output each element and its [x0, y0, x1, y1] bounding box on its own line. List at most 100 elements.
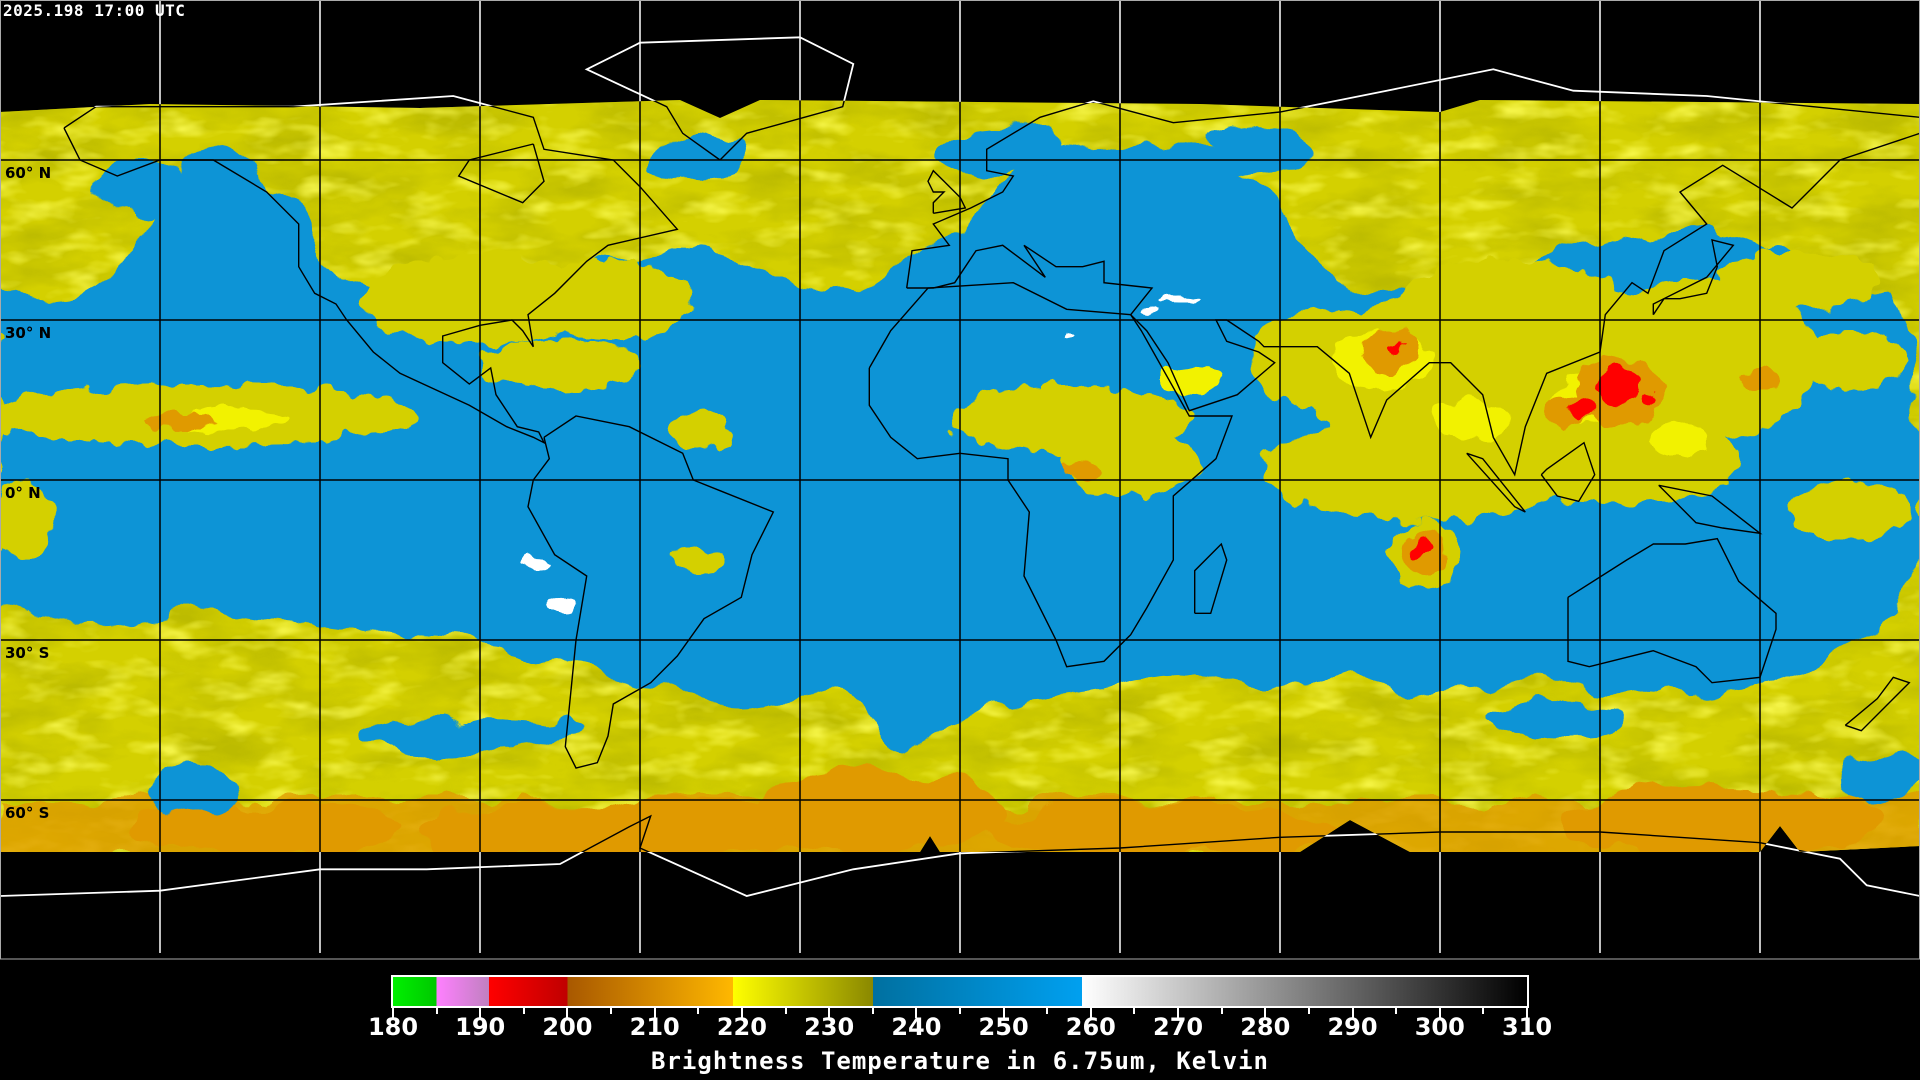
colorbar-tick	[479, 1008, 482, 1018]
colorbar-tick	[1002, 1008, 1005, 1018]
colorbar-tick	[1526, 1008, 1528, 1018]
cloud-cluster	[670, 545, 730, 575]
deep-convection	[1389, 340, 1401, 350]
coastline-south-america	[527, 415, 775, 770]
colorbar-tick	[828, 1008, 831, 1018]
dry-air-patch	[1490, 700, 1630, 740]
cold-cloud-patch	[760, 770, 1000, 850]
coastline-borneo	[1540, 441, 1596, 503]
dry-air-patch	[145, 760, 235, 820]
coastline-australia	[1567, 537, 1777, 684]
cloud-cluster	[1720, 250, 1880, 310]
coastline-africa	[868, 281, 1234, 668]
water-vapor-map	[0, 0, 1920, 960]
cloud-cluster	[1260, 420, 1580, 520]
colorbar-tick	[566, 1008, 569, 1018]
cloud-cluster	[1790, 480, 1910, 540]
colorbar-tick-label: 270	[1153, 1013, 1204, 1041]
cloud-cluster	[1400, 260, 1620, 340]
colorbar-tick	[1220, 1008, 1223, 1014]
colorbar-tick	[740, 1008, 743, 1018]
coastline-britain	[926, 169, 967, 215]
colorbar-tick-label: 240	[891, 1013, 942, 1041]
coastline-japan	[1652, 238, 1735, 316]
colorbar-tick	[871, 1008, 874, 1014]
colorbar-tick	[1264, 1008, 1267, 1018]
cloud-cluster	[480, 340, 640, 390]
cloud-cluster	[1790, 330, 1910, 390]
cloud-cluster	[1500, 415, 1740, 505]
warm-surface-patch	[1158, 296, 1202, 304]
colorbar-tick	[784, 1008, 787, 1014]
colorbar-tick	[1482, 1008, 1485, 1014]
coastline-antarctica	[0, 814, 1920, 897]
deep-convection	[1644, 392, 1656, 408]
dry-air-patch	[1840, 755, 1920, 805]
bright-cloud	[1430, 400, 1510, 440]
colorbar-tick	[1177, 1008, 1180, 1018]
colorbar-tick	[915, 1008, 918, 1018]
cold-cloud-top	[1060, 460, 1100, 480]
lat-label-60s: 60° S	[5, 804, 50, 822]
bright-cloud	[1160, 365, 1220, 395]
warm-surface-patch	[523, 559, 547, 567]
dry-air-patch	[90, 160, 190, 220]
coastline-north-america	[63, 95, 679, 445]
colorbar-tick	[1351, 1008, 1354, 1018]
colorbar-tick	[959, 1008, 961, 1014]
cold-cloud-patch	[420, 800, 820, 852]
warm-surface-patch	[1140, 307, 1160, 313]
colorbar-tick	[1307, 1008, 1310, 1014]
colorbar-tick	[610, 1008, 613, 1014]
deep-convection	[1566, 400, 1594, 420]
colorbar-tick-label: 280	[1240, 1013, 1291, 1041]
cold-cloud-patch	[1560, 785, 1880, 852]
cold-cloud-patch	[980, 802, 1340, 852]
coastline-eurasia	[905, 68, 1920, 478]
coastline-new-guinea	[1658, 484, 1764, 535]
colorbar-tick	[435, 1008, 438, 1014]
colorbar-tick	[1395, 1008, 1398, 1014]
timestamp: 2025.198 17:00 UTC	[3, 1, 186, 20]
colorbar-tick	[522, 1008, 525, 1014]
colorbar-tick-label: 230	[804, 1013, 855, 1041]
warm-surface-patch	[1062, 330, 1074, 336]
colorbar-tick	[392, 1008, 394, 1018]
colorbar-tick	[697, 1008, 700, 1014]
colorbar-tick-label: 300	[1414, 1013, 1465, 1041]
lat-label-equator: 0° N	[5, 484, 41, 502]
colorbar-tick	[1133, 1008, 1136, 1014]
lat-label-30s: 30° S	[5, 644, 50, 662]
colorbar-tick-label: 290	[1327, 1013, 1378, 1041]
colorbar-title: Brightness Temperature in 6.75um, Kelvin	[651, 1047, 1269, 1075]
cloud-cluster	[670, 410, 730, 450]
coastline-greenland	[584, 36, 855, 161]
colorbar-tick-label: 260	[1065, 1013, 1116, 1041]
dry-air-patch	[940, 120, 1060, 180]
colorbar-tick-label: 310	[1501, 1013, 1553, 1041]
lat-label-60n: 60° N	[5, 164, 52, 182]
colorbar-tick-label: 220	[716, 1013, 767, 1041]
dry-air-patch	[360, 717, 580, 753]
cold-cloud-top	[145, 412, 215, 428]
colorbar-tick	[1046, 1008, 1049, 1014]
cloud-cluster	[530, 260, 690, 340]
colorbar-tick-label: 250	[978, 1013, 1029, 1041]
cloud-cluster	[0, 480, 55, 560]
deep-convection	[1413, 538, 1433, 558]
colorbar-tick-label: 180	[367, 1013, 419, 1041]
dry-air-patch	[1200, 123, 1320, 173]
colorbar	[391, 975, 1529, 1008]
colorbar-tick-label: 190	[455, 1013, 506, 1041]
deep-convection	[1598, 367, 1642, 403]
lat-label-30n: 30° N	[5, 324, 52, 342]
coastline-sumatra	[1466, 452, 1527, 513]
coastline-madagascar	[1193, 542, 1228, 615]
coastline-new-zealand	[1844, 676, 1911, 732]
colorbar-tick	[653, 1008, 656, 1018]
colorbar-tick	[1089, 1008, 1092, 1018]
warm-surface-patch	[549, 597, 577, 613]
coastline-hudson-bay	[457, 143, 546, 204]
colorbar-tick	[1438, 1008, 1441, 1018]
colorbar-tick-label: 200	[542, 1013, 593, 1041]
